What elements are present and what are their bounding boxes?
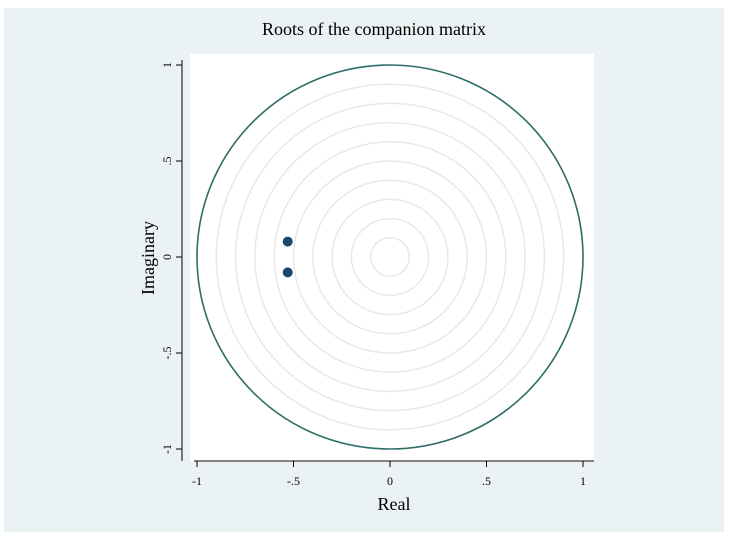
grid-circle-2 <box>350 217 430 297</box>
chart-panel: Roots of the companion matrix -1 -.5 0.5 1-… <box>4 8 724 532</box>
grid-circle-3 <box>331 198 449 316</box>
x-tick-label: -1 <box>192 474 202 488</box>
y-tick-label: .5 <box>160 157 174 166</box>
grid-circles <box>215 83 565 431</box>
unit-circle <box>196 64 584 450</box>
x-tick-label: -.5 <box>287 474 300 488</box>
root-points <box>282 236 293 278</box>
tick-labels: -1 -.5 0 .5 1 -1 -.5 0 .5 1 <box>160 62 586 488</box>
x-tick-label: 1 <box>580 474 586 488</box>
y-axis-title: Imaginary <box>138 221 158 295</box>
grid-circle-8 <box>234 102 546 412</box>
chart-title: Roots of the companion matrix <box>262 19 486 39</box>
y-tick-label: 0 <box>160 254 174 260</box>
y-tick-label: 1 <box>160 62 174 68</box>
axes <box>176 60 594 467</box>
unit-circle-layer <box>196 64 584 450</box>
x-tick-label: 0 <box>387 474 393 488</box>
grid-circle-4 <box>312 179 468 335</box>
root-point-1 <box>282 236 293 247</box>
y-tick-label: -.5 <box>160 347 174 360</box>
grid-circle-7 <box>254 121 526 393</box>
plot-region <box>190 54 594 462</box>
grid-circle-5 <box>292 160 488 354</box>
root-point-2 <box>282 267 293 278</box>
grid-circle-6 <box>273 141 507 373</box>
x-axis-title: Real <box>378 494 411 514</box>
grid-circle-9 <box>215 83 565 431</box>
chart-svg: Roots of the companion matrix -1 -.5 0.5 1-… <box>138 19 594 514</box>
grid-circle-1 <box>369 237 411 277</box>
x-tick-label: .5 <box>482 474 491 488</box>
y-tick-label: -1 <box>160 444 174 454</box>
